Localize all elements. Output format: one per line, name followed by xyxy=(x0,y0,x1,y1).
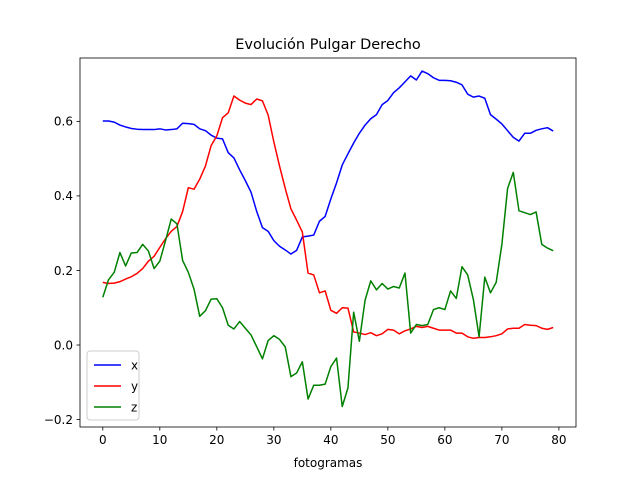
legend-label-z: z xyxy=(131,401,137,415)
axes-frame xyxy=(79,57,577,428)
y-tick-label: 0.2 xyxy=(54,264,73,278)
x-axis-label: fotogramas xyxy=(294,456,363,470)
y-tick-label: 0.6 xyxy=(54,115,73,129)
x-tick-label: 50 xyxy=(380,433,395,447)
x-tick-label: 0 xyxy=(99,433,107,447)
y-tick-label: 0.0 xyxy=(54,338,73,352)
legend: xyz xyxy=(86,350,140,421)
series-layer xyxy=(102,70,554,408)
y-axis: −0.2 0.0 0.2 0.4 0.6 xyxy=(44,115,80,427)
x-tick-label: 80 xyxy=(551,433,566,447)
series-line-z xyxy=(102,171,554,408)
x-tick-label: 70 xyxy=(494,433,509,447)
y-tick-label: −0.2 xyxy=(44,413,73,427)
chart-title: Evolución Pulgar Derecho xyxy=(235,37,421,53)
legend-label-x: x xyxy=(131,359,138,373)
x-axis: 0 10 20 30 40 50 60 70 80 xyxy=(99,427,567,447)
x-tick-label: 10 xyxy=(152,433,167,447)
legend-label-y: y xyxy=(131,380,138,394)
x-tick-label: 60 xyxy=(437,433,452,447)
x-tick-label: 40 xyxy=(323,433,338,447)
series-line-y xyxy=(102,95,554,340)
series-line-x xyxy=(102,70,554,255)
y-tick-label: 0.4 xyxy=(54,189,73,203)
x-tick-label: 20 xyxy=(209,433,224,447)
x-tick-label: 30 xyxy=(266,433,281,447)
